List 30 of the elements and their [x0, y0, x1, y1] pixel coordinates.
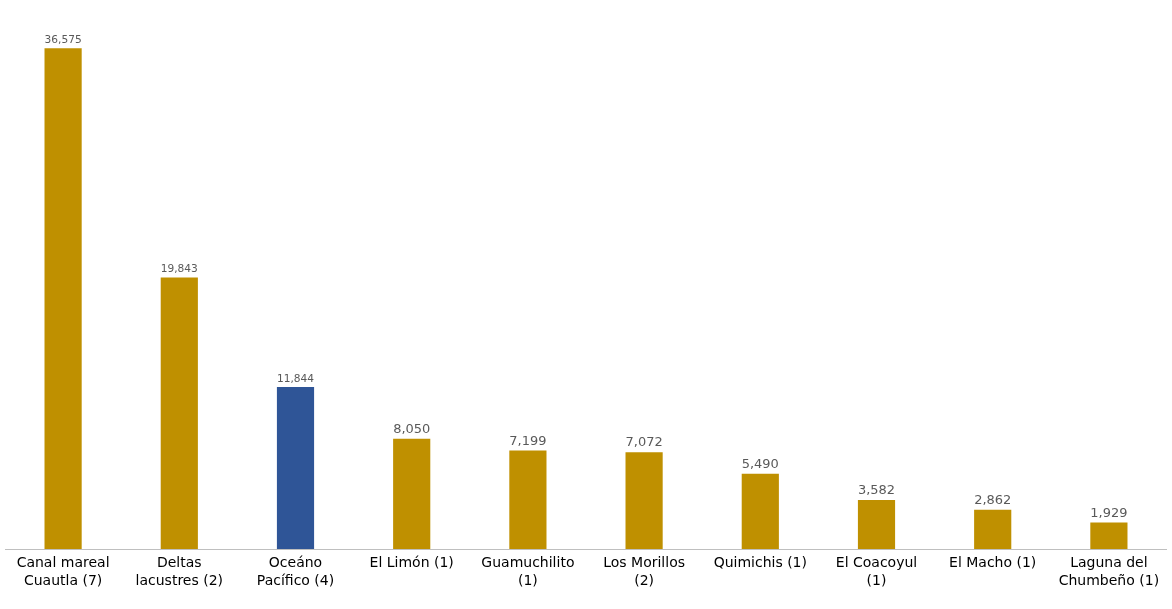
x-tick-label: Deltas lacustres (2) [135, 553, 224, 588]
bar [857, 499, 896, 549]
bar [1090, 522, 1128, 549]
bar [509, 450, 547, 549]
data-label: 3,582 [857, 482, 896, 498]
data-label: 7,199 [509, 432, 547, 448]
x-tick-label: El Macho (1) [949, 553, 1037, 570]
bar [974, 509, 1012, 549]
bar [741, 473, 779, 549]
x-tick-label: Laguna del Chumbeño (1) [1058, 553, 1160, 588]
data-label: 7,072 [625, 434, 663, 450]
x-tick-label: Los Morillos (2) [603, 553, 685, 588]
data-label: 2,862 [974, 492, 1012, 508]
bar [625, 452, 663, 549]
bar [44, 48, 82, 549]
x-tick-label: El Coacoyul (1) [835, 553, 918, 588]
data-label: 8,050 [393, 421, 431, 437]
x-tick-label: Quimichis (1) [713, 553, 807, 570]
data-label: 1,929 [1090, 504, 1128, 520]
bar [276, 386, 315, 549]
data-label: 5,490 [741, 456, 779, 472]
data-label: 36,575 [44, 33, 82, 47]
bar [160, 277, 198, 549]
x-tick-label: Canal mareal Cuautla (7) [16, 553, 110, 588]
x-tick-label: El Limón (1) [369, 553, 454, 570]
data-label: 11,844 [276, 371, 315, 384]
data-label: 19,843 [160, 262, 198, 276]
x-tick-label: Guamuchilito (1) [481, 553, 575, 588]
x-tick-label: Oceáno Pacífico (4) [256, 553, 335, 588]
bar [393, 438, 431, 549]
